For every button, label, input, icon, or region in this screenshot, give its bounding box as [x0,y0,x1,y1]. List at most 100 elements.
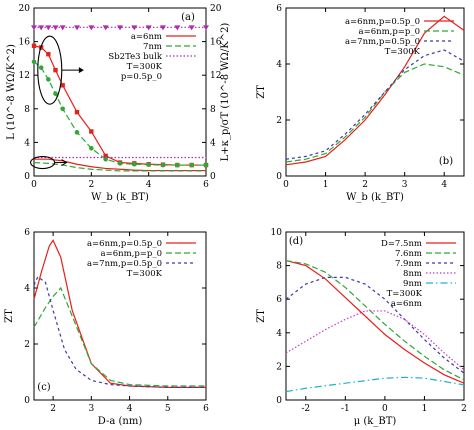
x-tick-label: 6 [203,404,209,414]
data-point [146,162,151,167]
data-point [38,25,45,31]
annotation: T=300K [385,47,421,57]
legend-label: a=6nm,p=0.5p_0 [87,239,162,249]
legend-label: 9nm [403,279,422,289]
data-point [31,25,37,31]
x-tick-label: 2 [362,180,368,190]
y-tick-label: 0 [276,396,282,406]
panel-label: (b) [439,156,453,167]
x-axis-label: W_b (k_BT) [346,192,404,203]
y-tick-label: 0 [24,172,30,182]
data-point [132,161,137,167]
data-point [89,129,94,134]
panel-label: (a) [181,12,195,23]
data-point [53,91,58,96]
y-tick-label: 6 [276,4,282,14]
y-tick-label: 8 [276,262,282,272]
y-tick-label: 2 [24,340,30,350]
legend-label: a=6nm,p=p_0 [101,249,163,259]
x-tick-label: 0 [31,180,37,190]
x-tick-label: 4 [127,404,133,414]
data-point [174,25,181,31]
data-point [38,65,44,70]
data-point [52,25,59,31]
panel-d: -2 -1 0 1 2 0 2 4 6 8 10 μ (k_BT) ZT (d) D=7.5nm7.6nm7… [256,228,467,427]
legend-label: a=7nm,p=0.5p_0 [87,259,162,269]
y-axis-label: ZT [4,309,15,323]
series-line [34,158,206,172]
x-tick-label: 4 [146,180,152,190]
series-line [285,63,465,163]
data-point [189,162,194,168]
data-point [188,25,195,31]
x-tick-label: 1 [323,180,329,190]
x-tick-label: 0 [382,404,388,414]
x-tick-label: 2 [88,180,94,190]
series-line [33,275,206,388]
data-point [131,25,138,31]
x-tick-label: 2 [461,404,467,414]
y-axis-label: ZT [256,309,267,323]
legend-label: a=6nm [131,32,162,42]
x-tick-label: 2 [50,404,56,414]
plot-frame [285,7,465,177]
x-axis-label: D-a (nm) [98,416,143,427]
x-tick-label: 5 [165,404,171,414]
x-axis-label: μ (k_BT) [354,416,397,427]
data-point [102,25,109,31]
panel-label: (c) [37,382,51,393]
data-point [74,109,80,115]
x-tick-label: 3 [402,180,408,190]
panel-c: 2 3 4 5 6 0 2 4 6 D-a (nm) ZT (c) a=6nm,p=0.5p_0a=6n… [4,228,209,427]
data-point [203,25,209,31]
y-tick-label: 4 [24,138,30,148]
y-tick-label: 0 [24,396,30,406]
series-line [285,259,465,384]
y-axis-label: L (10^-8 WΩ/K^2) [6,44,17,140]
legend-label: a=7nm,p=0.5p_0 [345,37,420,47]
x-axis-label: W_b (k_BT) [91,192,149,203]
series-line [33,286,206,387]
y-tick-label: 12 [19,71,30,81]
data-point [203,162,209,168]
legend-label: 8nm [403,269,422,279]
data-point [160,162,166,168]
annotation: T=300K [387,289,423,299]
plot-frame [285,231,465,401]
series-line [33,45,206,166]
annotation: T=300K [127,269,163,279]
legend-label: a=6nm,p=p_0 [359,27,421,37]
series-line [285,49,465,160]
x-tick-label: 3 [88,404,94,414]
data-point [53,67,58,73]
annotation: a=6nm [391,299,422,309]
series-line [285,276,465,374]
y-tick-label: 20 [19,4,31,14]
y2-tick-label: 20 [210,4,222,14]
y-axis-label: ZT [256,85,267,99]
annotation: T=300K [127,62,163,72]
x-tick-label: 1 [422,404,428,414]
y-tick-label: 6 [276,295,282,305]
data-point [145,25,152,31]
y-tick-label: 8 [24,105,30,115]
y-tick-label: 4 [24,284,30,294]
y-tick-label: 0 [276,172,282,182]
y-tick-label: 4 [276,60,282,70]
data-point [31,59,37,65]
y-tick-label: 10 [271,228,283,238]
plot-frame [33,7,207,177]
data-point [74,25,80,31]
y-tick-label: 16 [19,38,31,48]
data-point [60,83,65,88]
legend-label: Sb2Te3 bulk [108,52,162,62]
data-point [103,153,108,159]
data-point [88,25,95,31]
data-point [59,25,66,31]
data-point [60,106,65,112]
legend-label: 7.9nm [395,259,422,269]
y2-axis-label: L+κ_p/σT (10^-8 WΩ/K^2) [220,23,231,162]
plot-frame [33,231,207,401]
